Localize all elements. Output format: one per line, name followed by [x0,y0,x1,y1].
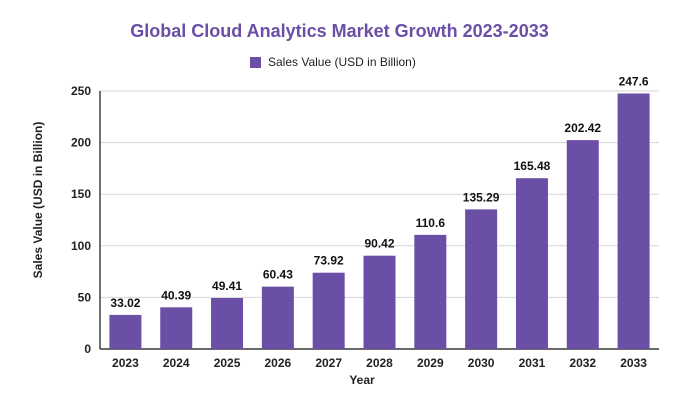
y-tick-label: 150 [71,187,91,201]
data-label-2031: 165.48 [514,159,551,173]
bars [109,93,650,349]
data-label-2032: 202.42 [564,121,601,135]
data-label-2025: 49.41 [212,279,242,293]
data-labels: 33.02 40.39 49.41 60.43 73.92 90.42 110.6 135.2… [110,74,649,309]
x-tick-label: 2031 [519,356,546,370]
data-label-2028: 90.42 [364,237,394,251]
x-tick-label: 2028 [366,356,393,370]
legend-label: Sales Value (USD in Billion) [268,55,416,69]
y-tick-label: 100 [71,239,91,253]
legend-swatch [250,57,261,68]
grid-layer [100,90,659,298]
x-tick-label: 2032 [569,356,596,370]
legend: Sales Value (USD in Billion) [250,55,416,69]
x-tick-label: 2024 [163,356,190,370]
bar-2032 [566,140,599,349]
y-tick-label: 0 [84,342,91,356]
data-label-2029: 110.6 [416,216,446,230]
data-label-2030: 135.29 [463,190,500,204]
bar-2030 [465,209,498,349]
x-tick-label: 2025 [214,356,241,370]
bar-2031 [515,178,548,349]
bar-2024 [160,307,193,349]
bar-2029 [414,234,447,349]
y-tick-label: 200 [71,136,91,150]
bar-2025 [211,298,244,349]
y-tick-label: 250 [71,84,91,98]
x-tick-label: 2027 [315,356,342,370]
x-tick-label: 2033 [620,356,647,370]
bar-2023 [109,314,142,349]
bar-2033 [617,93,650,349]
data-label-2023: 33.02 [110,296,140,310]
data-label-2024: 40.39 [161,288,191,302]
y-axis-label: Sales Value (USD in Billion) [31,122,45,279]
data-label-2026: 60.43 [263,268,293,282]
data-label-2027: 73.92 [314,254,344,268]
bar-2026 [261,286,294,349]
y-tick-label: 50 [78,290,92,304]
data-label-2033: 247.6 [619,74,649,88]
x-tick-label: 2023 [112,356,139,370]
chart-title: Global Cloud Analytics Market Growth 202… [130,21,548,41]
x-tick-label: 2030 [468,356,495,370]
x-axis-label: Year [349,373,375,387]
bar-2027 [312,272,345,349]
ticks: 0 50 100 150 200 250 2023 2024 2025 2026 2027 2028 2… [71,84,647,370]
bar-2028 [363,255,396,349]
x-tick-label: 2029 [417,356,444,370]
x-tick-label: 2026 [265,356,292,370]
